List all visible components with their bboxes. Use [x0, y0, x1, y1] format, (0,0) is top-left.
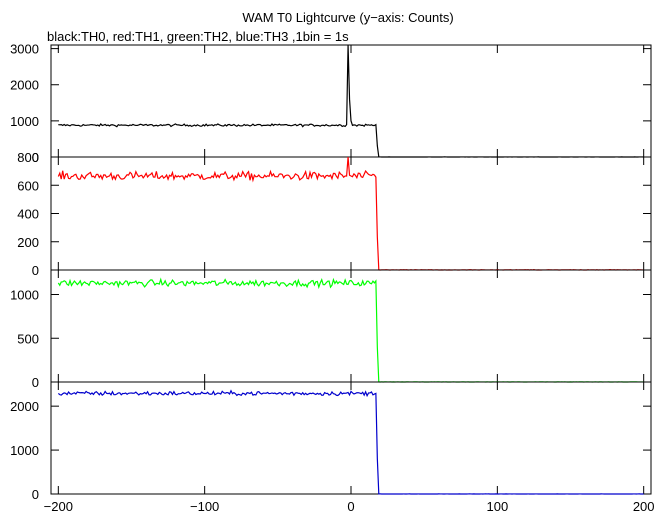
- series-th0: [58, 44, 644, 158]
- panel-th0: 0 1000 2000 3000: [10, 42, 652, 165]
- y-tick-label: 800: [17, 150, 39, 165]
- y-tick-label: 1000: [10, 114, 39, 129]
- x-tick-label: 0: [347, 499, 354, 514]
- series-th1: [57, 156, 644, 271]
- y-tick-label: 1000: [10, 443, 39, 458]
- panel-frame: [50, 381, 652, 495]
- panel-th2: 0 500 1000: [10, 269, 652, 390]
- x-tick-label: −200: [44, 499, 73, 514]
- y-tick-label: 0: [32, 263, 39, 278]
- series-th2: [57, 277, 644, 383]
- panel-th3: 0 1000 2000: [10, 381, 652, 502]
- panel-frame: [50, 156, 652, 271]
- x-tick-label: 100: [486, 499, 508, 514]
- y-tick-label: 500: [17, 331, 39, 346]
- y-tick-label: 0: [32, 375, 39, 390]
- y-tick-label: 200: [17, 235, 39, 250]
- panel-frame: [50, 44, 652, 158]
- x-tick-label: 200: [633, 499, 655, 514]
- y-tick-label: 0: [32, 487, 39, 502]
- x-tick-label: −100: [190, 499, 219, 514]
- y-tick-label: 0: [32, 150, 39, 165]
- panels-group: 0100020003000020040060080005001000010002…: [10, 42, 652, 502]
- panel-frame: [50, 269, 652, 383]
- chart-subtitle: black:TH0, red:TH1, green:TH2, blue:TH3 …: [47, 29, 349, 44]
- y-tick-label: 600: [17, 178, 39, 193]
- y-tick-label: 1000: [10, 288, 39, 303]
- y-tick-label: 2000: [10, 78, 39, 93]
- x-axis: −200 −100 0 100 200: [44, 499, 655, 514]
- y-tick-label: 400: [17, 207, 39, 222]
- y-tick-label: 2000: [10, 399, 39, 414]
- chart-title: WAM T0 Lightcurve (y−axis: Counts): [242, 10, 453, 25]
- y-tick-label: 3000: [10, 42, 39, 57]
- series-th3: [57, 389, 644, 495]
- panel-th1: 0 200 400 600 800: [17, 150, 652, 278]
